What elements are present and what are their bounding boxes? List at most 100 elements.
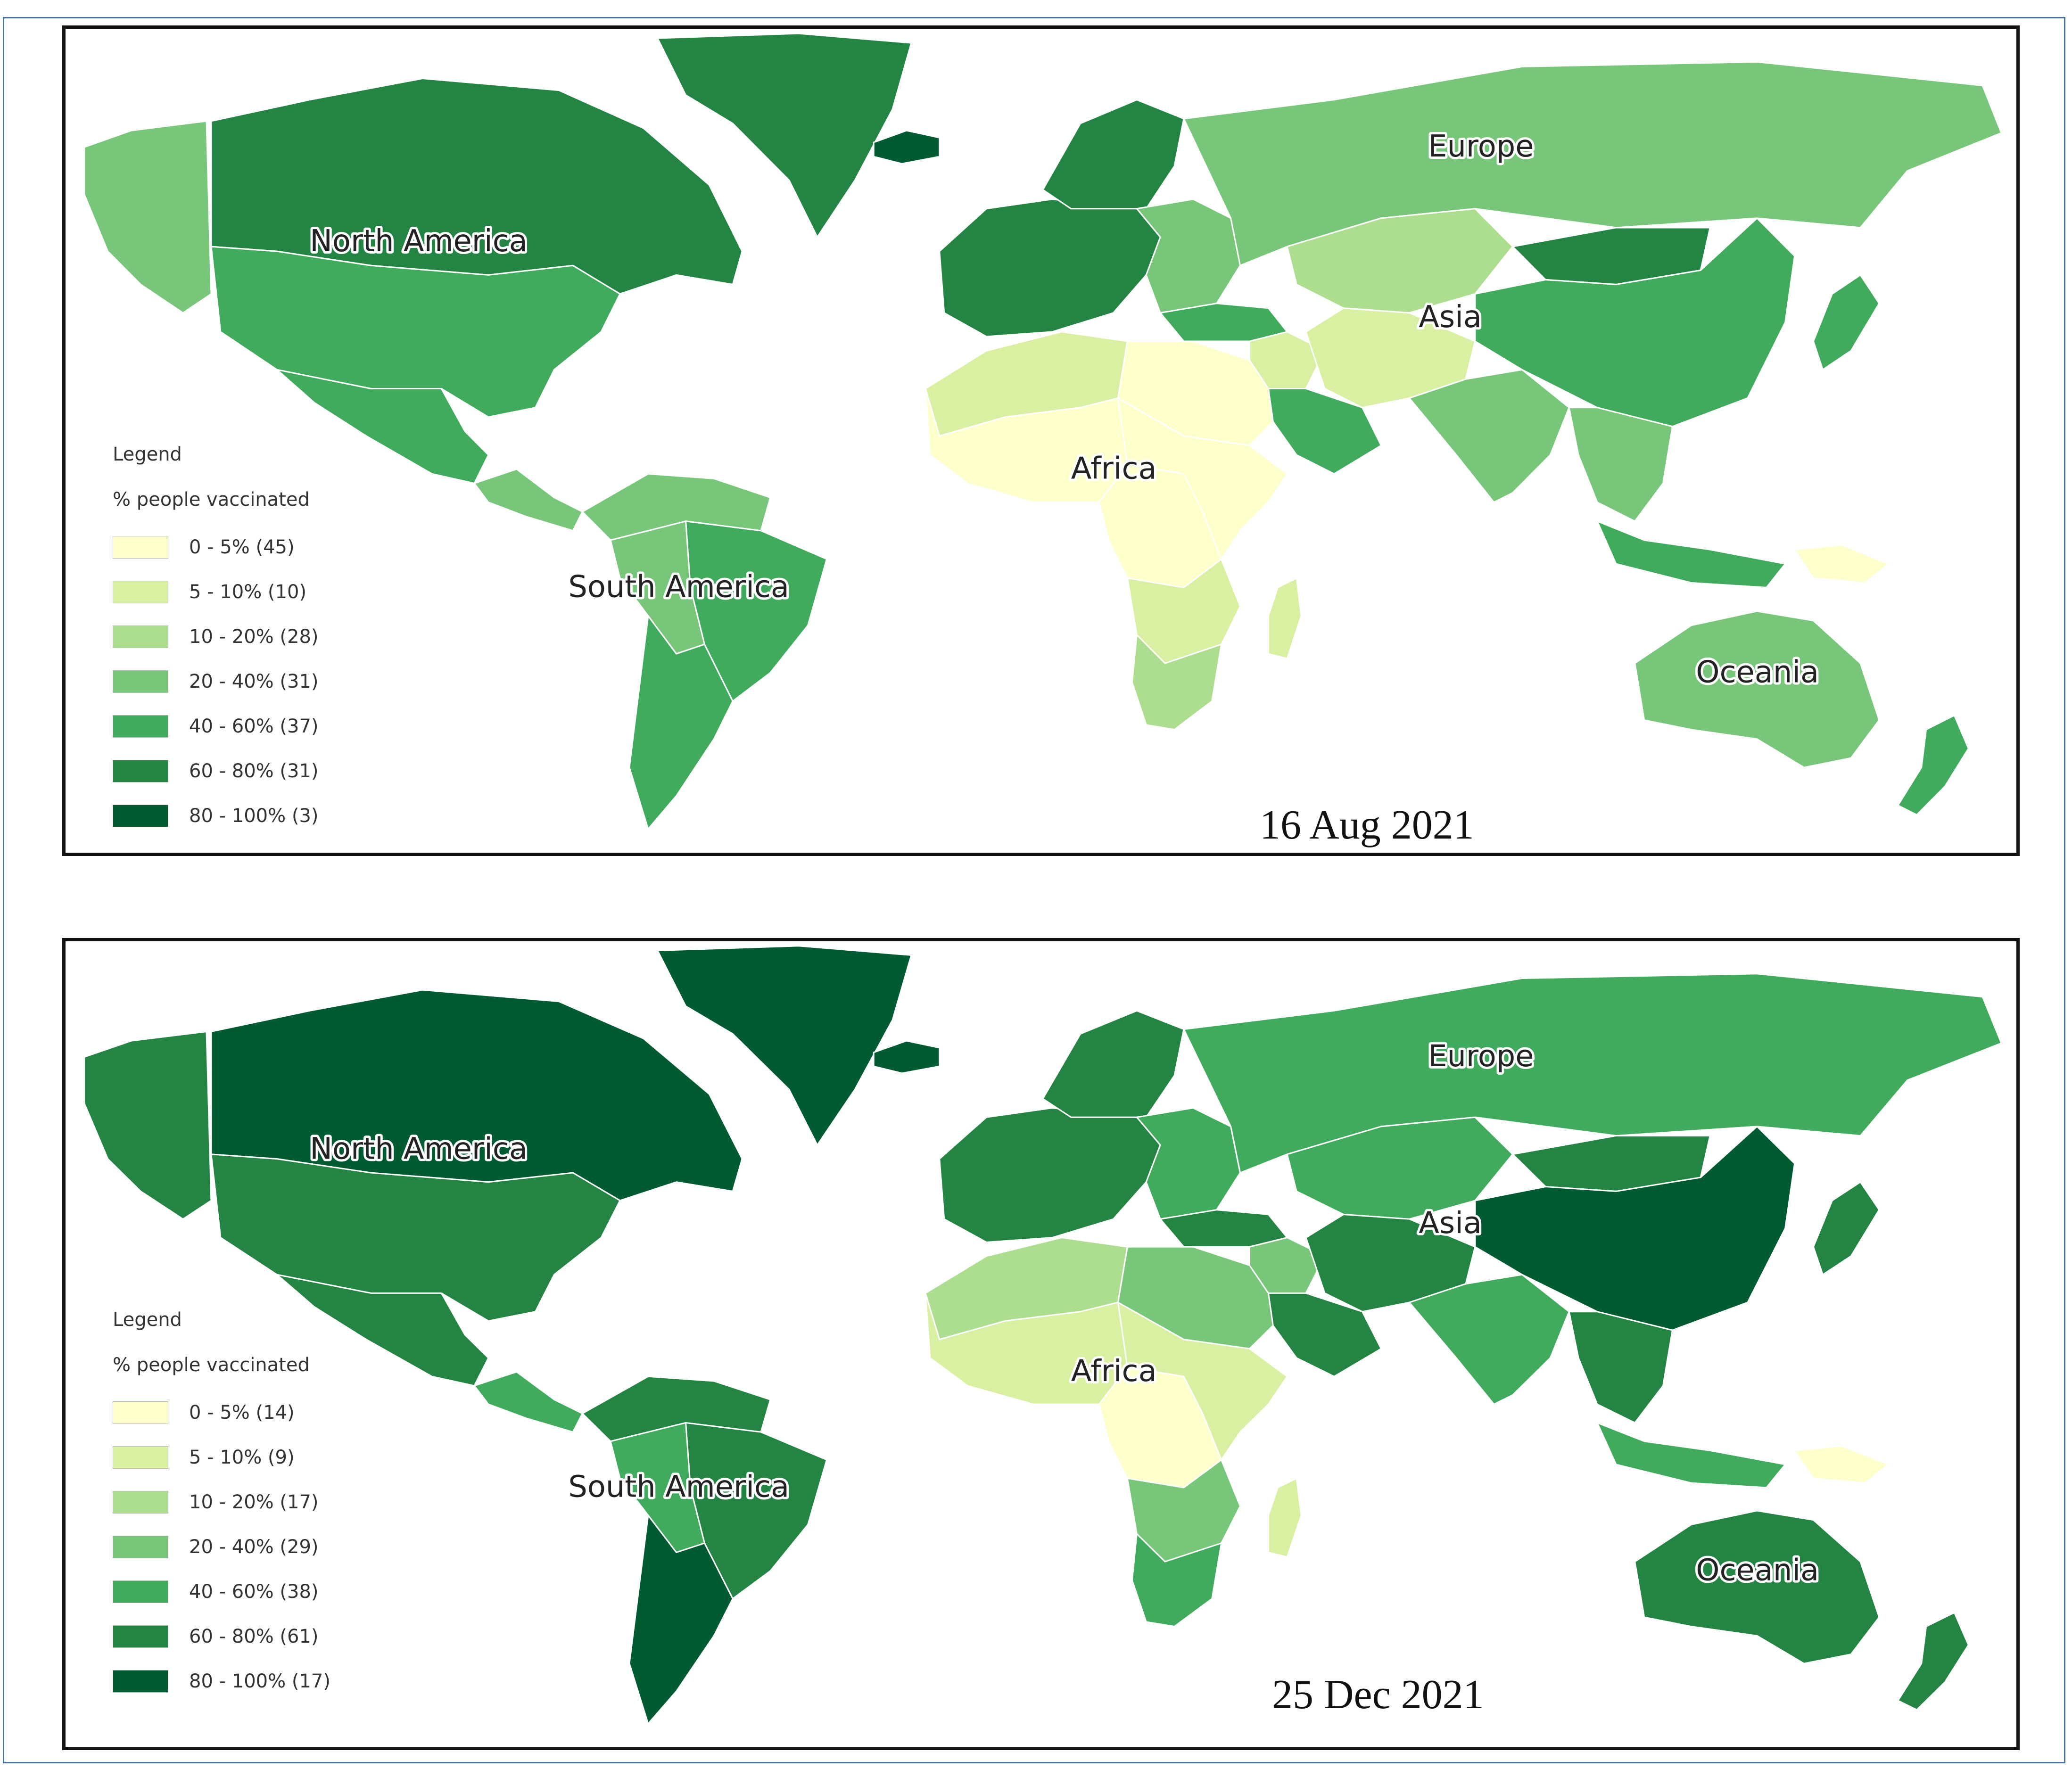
legend-item: 60 - 80% (31) xyxy=(113,749,414,793)
region-iceland xyxy=(873,130,941,165)
legend-swatch xyxy=(113,1401,168,1424)
map-panel-aug: North America South America Africa Europ… xyxy=(62,25,2020,856)
legend-label: 20 - 40% (29) xyxy=(189,1536,319,1558)
legend-item: 80 - 100% (17) xyxy=(113,1659,414,1703)
region-south-africa xyxy=(1131,634,1222,731)
legend-subtitle: % people vaccinated xyxy=(113,489,310,510)
region-new-zealand xyxy=(1897,1612,1969,1711)
legend-swatch xyxy=(113,670,168,693)
region-southeast-asia xyxy=(1568,1311,1673,1423)
legend-item: 60 - 80% (61) xyxy=(113,1614,414,1659)
region-southeast-asia xyxy=(1568,407,1673,522)
legend-items: 0 - 5% (14) 5 - 10% (9) 10 - 20% (17) 20 - … xyxy=(113,1390,414,1703)
legend-subtitle: % people vaccinated xyxy=(113,1354,310,1376)
region-iceland xyxy=(873,1040,941,1074)
region-greenland xyxy=(657,33,912,238)
region-arabia xyxy=(1267,387,1382,475)
legend-swatch xyxy=(113,1490,168,1514)
legend-item: 80 - 100% (3) xyxy=(113,793,414,838)
date-label: 16 Aug 2021 xyxy=(1227,799,1507,851)
date-label: 25 Dec 2021 xyxy=(1239,1669,1517,1721)
continent-label-europe: Europe xyxy=(1428,129,1534,164)
legend-label: 5 - 10% (10) xyxy=(189,581,307,603)
region-central-america xyxy=(473,1371,583,1433)
region-papua xyxy=(1794,1445,1890,1484)
continent-label-north-america: North America xyxy=(310,1131,528,1166)
region-mexico xyxy=(276,369,489,484)
legend-title: Legend xyxy=(113,1309,182,1331)
legend-label: 60 - 80% (31) xyxy=(189,760,319,782)
region-japan xyxy=(1812,1181,1880,1275)
legend-label: 5 - 10% (9) xyxy=(189,1446,295,1468)
legend-item: 10 - 20% (17) xyxy=(113,1480,414,1524)
continent-label-south-america: South America xyxy=(568,569,789,604)
legend-item: 5 - 10% (10) xyxy=(113,569,414,614)
region-australia xyxy=(1634,1510,1880,1664)
legend-label: 80 - 100% (3) xyxy=(189,805,319,827)
legend-item: 5 - 10% (9) xyxy=(113,1435,414,1480)
legend-title: Legend xyxy=(113,444,182,465)
region-western-europe xyxy=(939,1107,1161,1243)
region-indonesia xyxy=(1596,520,1786,588)
region-southern-cone xyxy=(628,615,734,830)
legend-items: 0 - 5% (45) 5 - 10% (10) 10 - 20% (28) 20 -… xyxy=(113,525,414,838)
region-western-europe xyxy=(939,198,1161,337)
region-indonesia xyxy=(1596,1422,1786,1489)
region-alaska xyxy=(83,1031,212,1220)
legend-swatch xyxy=(113,1625,168,1648)
region-japan xyxy=(1812,274,1880,370)
region-arabia xyxy=(1267,1292,1382,1377)
region-alaska xyxy=(83,120,212,314)
legend-swatch xyxy=(113,759,168,782)
legend: Legend % people vaccinated 0 - 5% (45) 5 … xyxy=(113,444,414,838)
region-south-africa xyxy=(1131,1533,1222,1628)
legend-item: 40 - 60% (38) xyxy=(113,1569,414,1614)
legend-label: 10 - 20% (17) xyxy=(189,1491,319,1513)
legend-label: 40 - 60% (37) xyxy=(189,715,319,737)
world-map: North America South America Africa Europ… xyxy=(83,33,2002,830)
continent-label-africa: Africa xyxy=(1071,1354,1157,1388)
legend-label: 60 - 80% (61) xyxy=(189,1625,319,1647)
legend-swatch xyxy=(113,580,168,603)
region-turkey xyxy=(1159,1209,1288,1248)
region-greenland xyxy=(657,945,912,1146)
legend-item: 40 - 60% (37) xyxy=(113,704,414,749)
legend-swatch xyxy=(113,1535,168,1558)
region-madagascar xyxy=(1267,577,1302,659)
legend-label: 10 - 20% (28) xyxy=(189,625,319,648)
legend-label: 80 - 100% (17) xyxy=(189,1670,330,1692)
legend-swatch xyxy=(113,1670,168,1693)
region-scandinavia xyxy=(1042,99,1185,210)
legend-label: 0 - 5% (14) xyxy=(189,1401,295,1423)
region-india xyxy=(1408,369,1570,503)
continent-label-oceania: Oceania xyxy=(1696,655,1819,690)
continent-label-europe: Europe xyxy=(1428,1039,1534,1073)
region-new-zealand xyxy=(1897,715,1969,816)
legend-item: 0 - 5% (45) xyxy=(113,525,414,569)
figure-frame xyxy=(3,17,2065,1763)
legend-swatch xyxy=(113,625,168,648)
region-east-africa xyxy=(1117,1301,1288,1461)
legend: Legend % people vaccinated 0 - 5% (14) 5 … xyxy=(113,1309,414,1703)
region-russia xyxy=(1183,61,2002,266)
region-turkey xyxy=(1159,303,1288,342)
region-scandinavia xyxy=(1042,1010,1185,1118)
region-australia xyxy=(1634,610,1880,768)
legend-swatch xyxy=(113,804,168,827)
region-madagascar xyxy=(1267,1477,1302,1558)
legend-item: 20 - 40% (31) xyxy=(113,659,414,704)
legend-label: 0 - 5% (45) xyxy=(189,536,295,558)
legend-item: 0 - 5% (14) xyxy=(113,1390,414,1435)
region-mexico xyxy=(276,1274,489,1387)
legend-swatch xyxy=(113,1580,168,1603)
continent-label-oceania: Oceania xyxy=(1696,1553,1819,1587)
region-papua xyxy=(1794,544,1890,584)
legend-swatch xyxy=(113,1446,168,1469)
region-india xyxy=(1408,1274,1570,1405)
legend-label: 40 - 60% (38) xyxy=(189,1580,319,1603)
region-east-africa xyxy=(1117,397,1288,560)
continent-label-south-america: South America xyxy=(568,1469,789,1504)
legend-swatch xyxy=(113,715,168,738)
legend-swatch xyxy=(113,535,168,559)
legend-item: 10 - 20% (28) xyxy=(113,614,414,659)
